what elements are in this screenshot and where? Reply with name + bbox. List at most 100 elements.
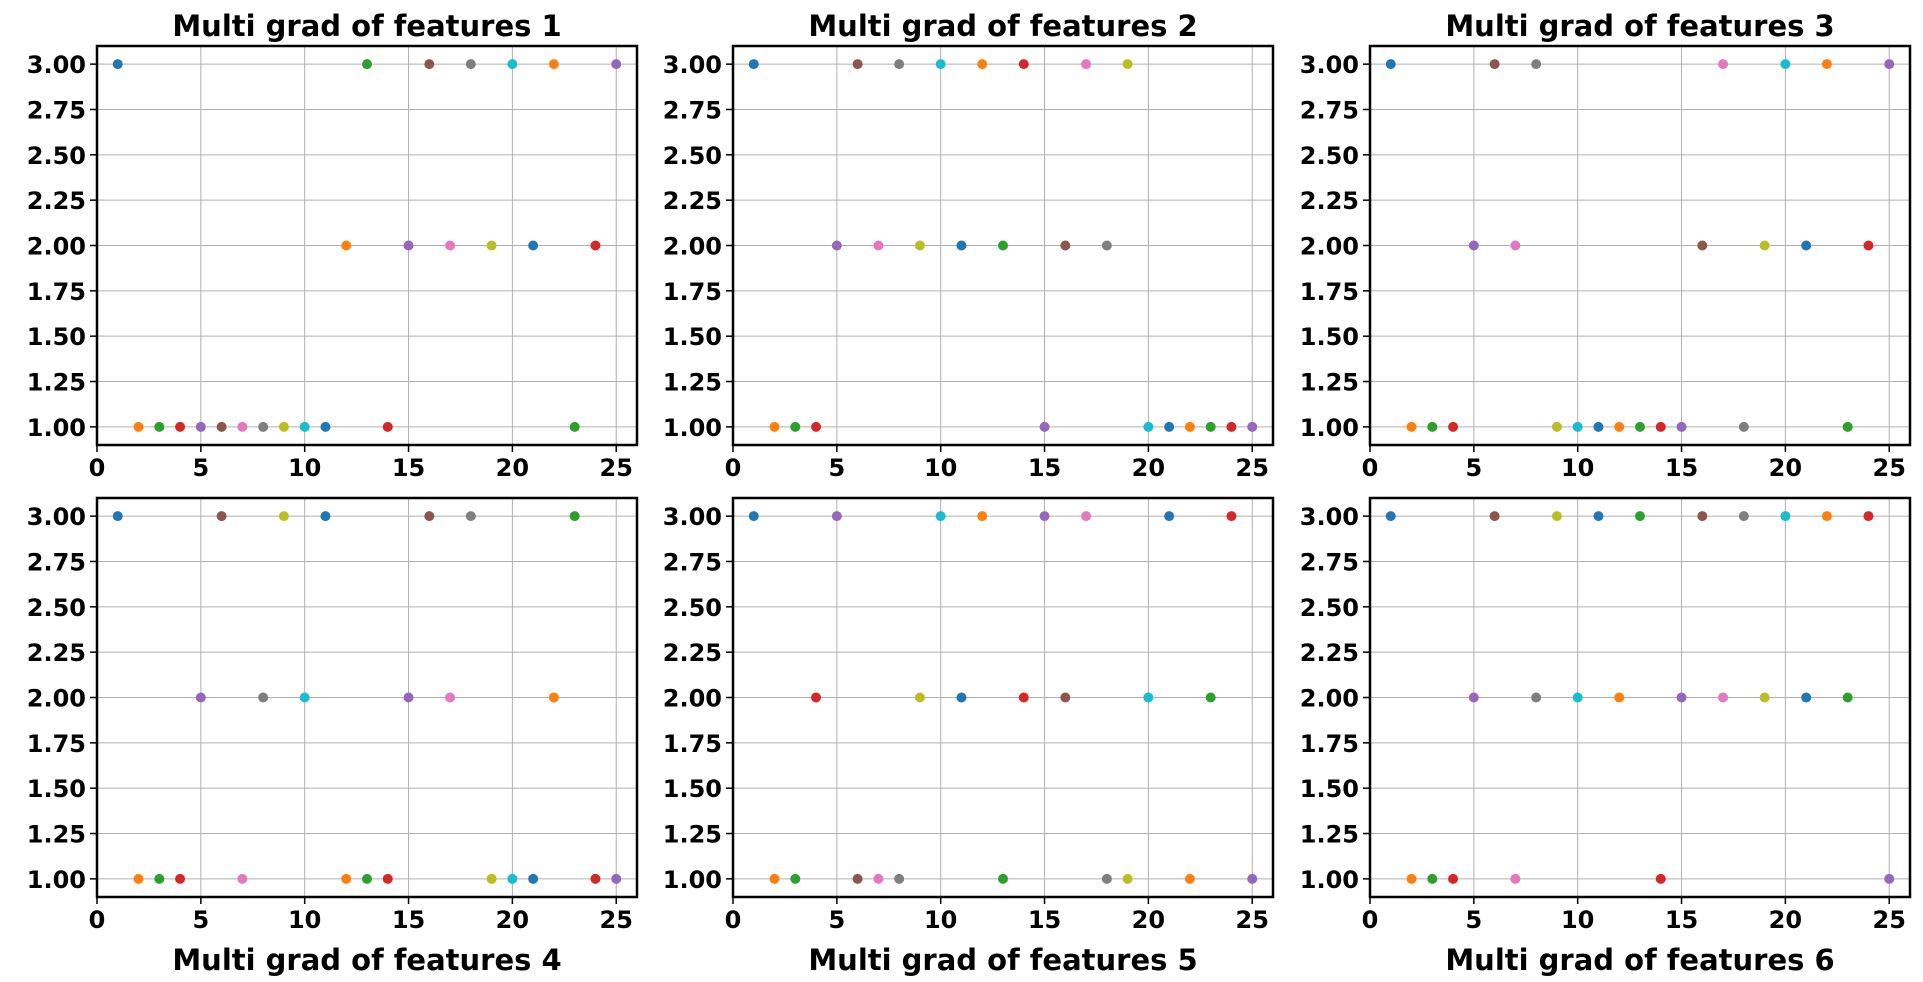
x-tick-label: 0 <box>89 906 106 934</box>
x-tick-label: 25 <box>600 906 633 934</box>
data-point <box>1593 511 1604 522</box>
data-point <box>1101 873 1112 884</box>
data-point <box>1676 421 1687 432</box>
y-tick-label: 2.75 <box>27 548 86 576</box>
plot-frame <box>95 44 639 447</box>
data-point <box>258 692 269 703</box>
data-point <box>1821 59 1832 70</box>
subplot-6: 0 5 10 15 20 25 1.00 1.25 1.50 1.75 2.00 2.25 2.50 2.… <box>1300 496 1912 977</box>
subplot-title: Multi grad of features 6 <box>1445 943 1834 977</box>
data-point <box>528 240 539 251</box>
x-tick-label: 20 <box>1769 906 1802 934</box>
data-point <box>1427 873 1438 884</box>
data-point <box>1406 421 1417 432</box>
x-tick-label: 5 <box>828 906 845 934</box>
data-point <box>548 692 559 703</box>
y-tick-label: 3.00 <box>27 51 86 79</box>
data-point <box>914 240 925 251</box>
x-tick-label: 25 <box>1873 906 1906 934</box>
data-point <box>790 873 801 884</box>
x-tick-label: 10 <box>1561 454 1594 482</box>
data-point <box>769 421 780 432</box>
data-point <box>1759 240 1770 251</box>
y-tick-label: 1.75 <box>663 730 722 758</box>
data-point <box>1468 240 1479 251</box>
data-point <box>237 873 248 884</box>
data-point <box>237 421 248 432</box>
data-point <box>1247 873 1258 884</box>
x-tick-label: 0 <box>725 454 742 482</box>
data-point <box>1842 421 1853 432</box>
data-point <box>1427 421 1438 432</box>
y-tick-label: 3.00 <box>1300 503 1359 531</box>
data-point <box>977 511 988 522</box>
x-tick-label: 20 <box>1132 454 1165 482</box>
data-point <box>1039 511 1050 522</box>
x-tick-label: 10 <box>924 906 957 934</box>
data-point <box>1122 873 1133 884</box>
data-point <box>1842 692 1853 703</box>
y-tick-label: 1.25 <box>1300 369 1359 397</box>
data-point <box>175 873 186 884</box>
data-point <box>278 511 289 522</box>
data-point <box>548 59 559 70</box>
data-point <box>154 873 165 884</box>
data-point <box>748 59 759 70</box>
y-tick-label: 1.00 <box>27 414 86 442</box>
data-point <box>873 873 884 884</box>
y-tick-label: 1.25 <box>663 821 722 849</box>
data-point <box>590 240 601 251</box>
data-point <box>1718 692 1729 703</box>
y-tick-label: 1.00 <box>1300 866 1359 894</box>
data-point <box>1489 511 1500 522</box>
y-tick-label: 1.25 <box>27 821 86 849</box>
subplot-2: 0 5 10 15 20 25 1.00 1.25 1.50 1.75 2.00 2.25 2.50 2.… <box>663 9 1275 482</box>
y-tick-label: 1.25 <box>1300 821 1359 849</box>
x-tick-label: 5 <box>192 906 209 934</box>
data-point <box>299 692 310 703</box>
data-point <box>852 59 863 70</box>
data-point <box>1863 511 1874 522</box>
data-point <box>569 511 580 522</box>
data-point <box>1226 511 1237 522</box>
data-point <box>748 511 759 522</box>
data-point <box>278 421 289 432</box>
data-point <box>195 692 206 703</box>
data-point <box>1655 873 1666 884</box>
data-point <box>320 421 331 432</box>
data-point <box>1060 692 1071 703</box>
data-point <box>894 59 905 70</box>
x-tick-label: 10 <box>288 906 321 934</box>
data-point <box>1205 692 1216 703</box>
data-point <box>1510 873 1521 884</box>
y-tick-label: 1.50 <box>27 323 86 351</box>
data-point <box>998 873 1008 884</box>
y-tick-label: 1.75 <box>1300 278 1359 306</box>
data-point <box>1635 421 1645 432</box>
y-tick-label: 1.25 <box>663 369 722 397</box>
y-tick-label: 2.75 <box>27 96 86 124</box>
data-point <box>1122 59 1133 70</box>
data-point <box>790 421 801 432</box>
data-point <box>445 692 456 703</box>
x-tick-label: 15 <box>1028 454 1061 482</box>
data-point <box>424 59 435 70</box>
data-point <box>320 511 331 522</box>
x-tick-label: 5 <box>1465 454 1482 482</box>
x-tick-label: 5 <box>828 454 845 482</box>
y-tick-label: 2.75 <box>663 96 722 124</box>
data-point <box>831 240 842 251</box>
subplot-title: Multi grad of features 3 <box>1445 9 1834 43</box>
y-tick-label: 2.75 <box>1300 548 1359 576</box>
y-tick-label: 2.00 <box>663 685 722 713</box>
data-point <box>1738 511 1749 522</box>
x-tick-label: 0 <box>725 906 742 934</box>
y-tick-label: 2.25 <box>663 639 722 667</box>
x-tick-label: 5 <box>192 454 209 482</box>
x-tick-label: 20 <box>496 454 529 482</box>
data-point <box>382 873 393 884</box>
x-tick-label: 0 <box>1362 906 1379 934</box>
data-point <box>1593 421 1604 432</box>
data-point <box>1655 421 1666 432</box>
x-tick-label: 10 <box>1561 906 1594 934</box>
